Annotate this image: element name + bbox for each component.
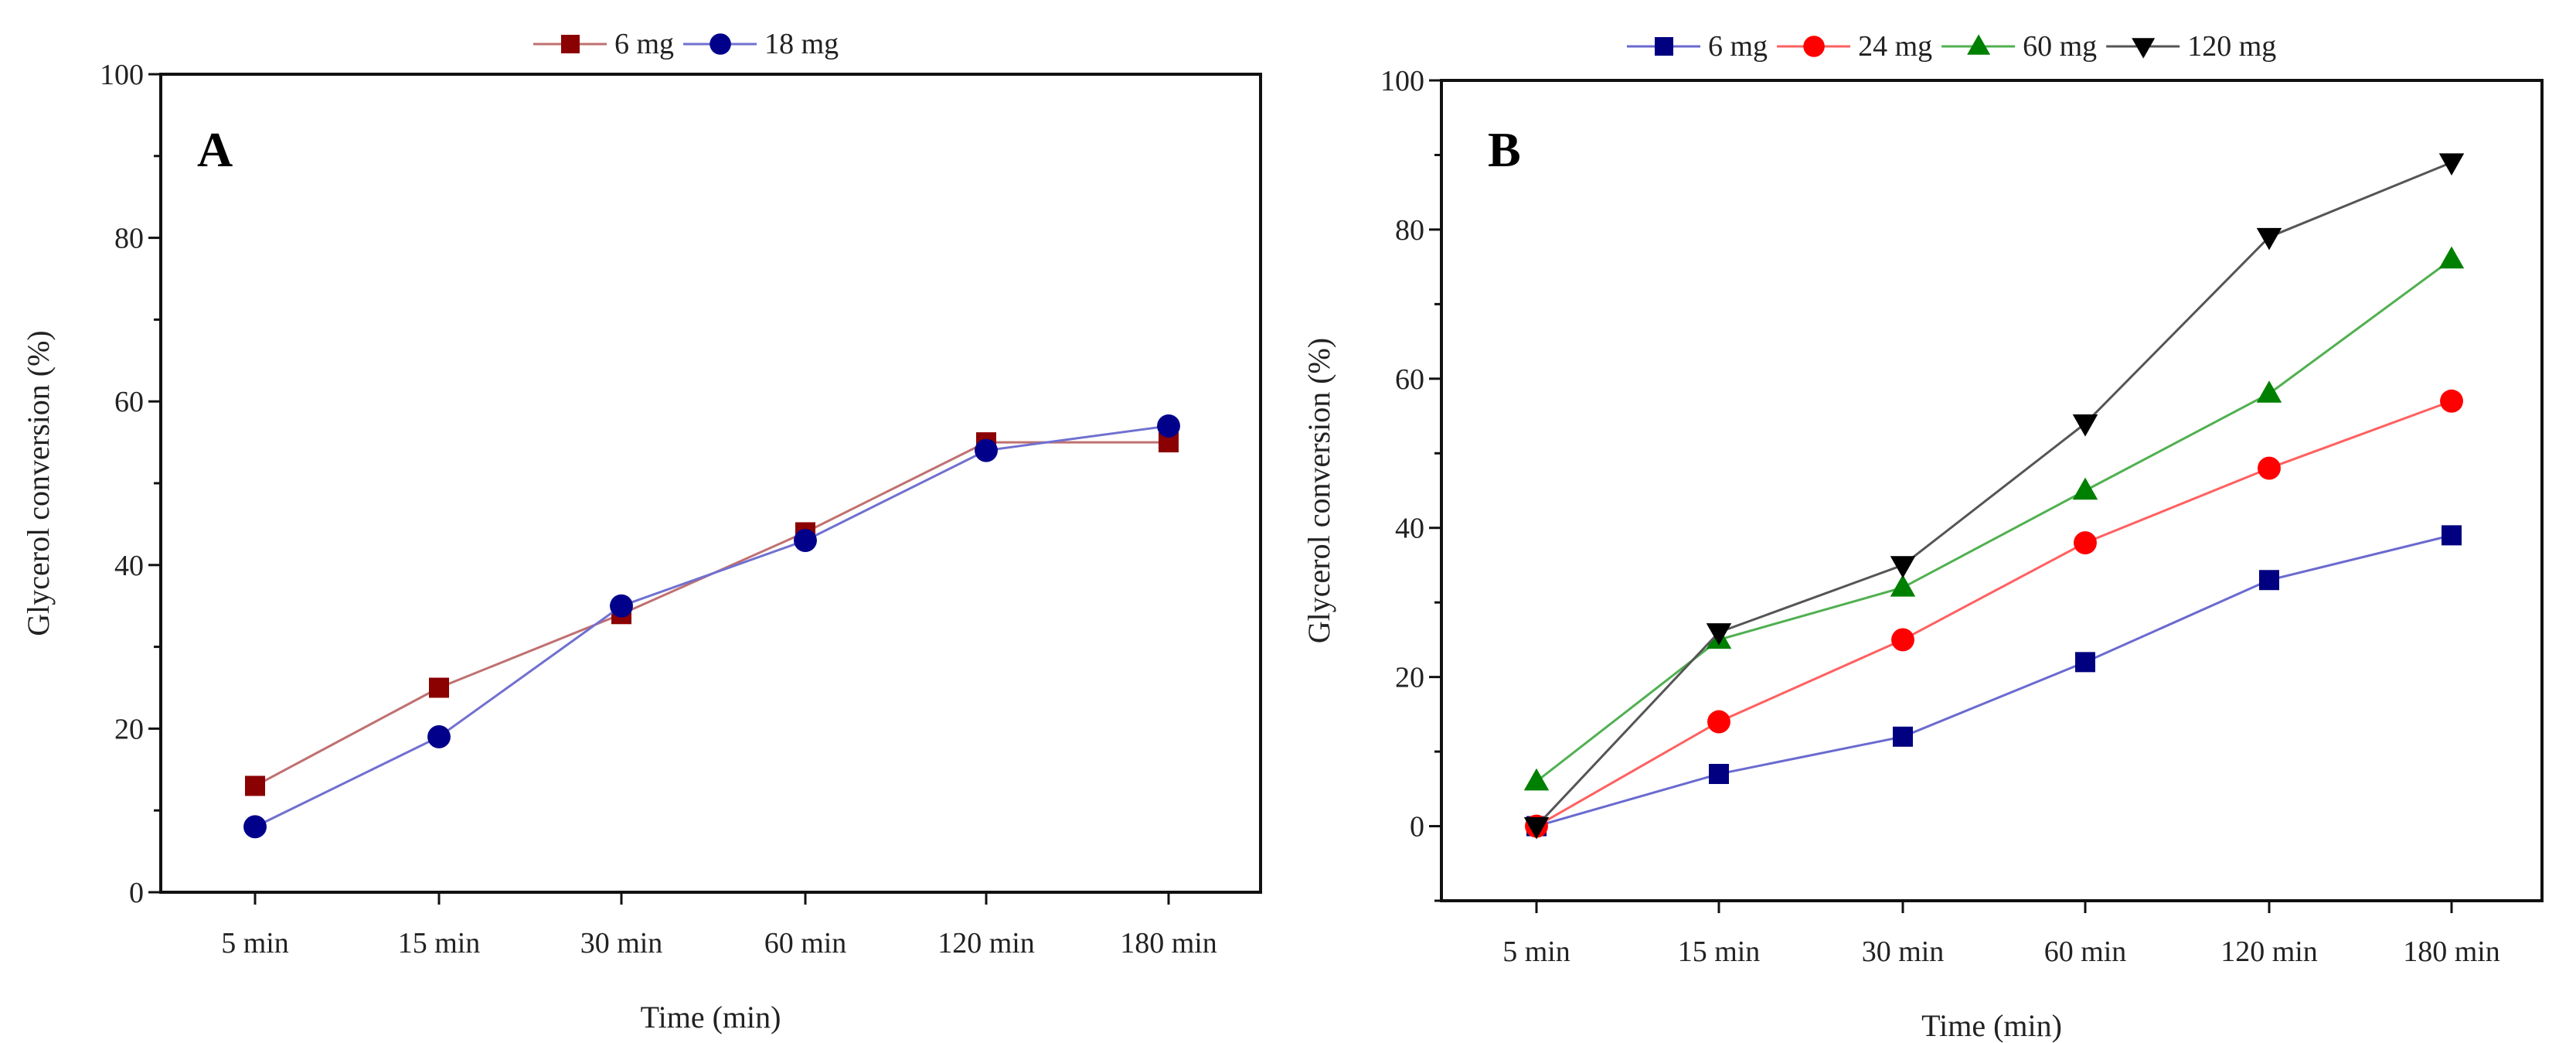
data-point xyxy=(1523,768,1550,791)
data-point xyxy=(1891,628,1914,652)
y-axis-label: Glycerol conversion (%) xyxy=(21,330,56,636)
data-point xyxy=(1893,726,1913,747)
x-tick-label: 60 min xyxy=(2044,936,2127,968)
x-tick-label: 15 min xyxy=(398,927,481,959)
data-point xyxy=(2072,477,2098,500)
y-tick-label: 60 xyxy=(114,386,144,418)
x-tick-label: 30 min xyxy=(1862,936,1945,968)
x-axis-label: Time (min) xyxy=(1921,1008,2062,1043)
data-point xyxy=(2438,153,2465,176)
data-point xyxy=(794,529,817,553)
data-point xyxy=(975,438,998,462)
y-tick-label: 80 xyxy=(1395,214,1424,247)
data-point xyxy=(1890,556,1916,578)
data-point xyxy=(2438,246,2465,269)
series-6-mg xyxy=(245,432,1179,796)
data-point xyxy=(1709,764,1729,785)
y-tick-label: 0 xyxy=(1410,811,1424,844)
data-point xyxy=(245,775,265,796)
data-point xyxy=(1523,816,1550,840)
panel-label: A xyxy=(197,122,233,177)
x-tick-label: 5 min xyxy=(1502,936,1570,968)
series-60-mg xyxy=(1523,246,2465,791)
data-point xyxy=(429,677,449,698)
legend-marker xyxy=(561,35,580,53)
y-axis-label: Glycerol conversion (%) xyxy=(1302,338,1336,643)
x-tick-label: 180 min xyxy=(1120,927,1217,959)
legend-label: 60 mg xyxy=(2023,30,2097,63)
x-tick-label: 120 min xyxy=(938,927,1035,959)
legend-label: 24 mg xyxy=(1858,30,1932,63)
legend-marker xyxy=(1803,36,1825,57)
legend: 6 mg 18 mg xyxy=(533,28,839,60)
legend-label: 120 mg xyxy=(2187,30,2276,63)
data-point xyxy=(2075,652,2095,673)
data-point xyxy=(2256,227,2282,251)
panel-label: B xyxy=(1488,122,1521,177)
plot-frame xyxy=(1440,79,2544,902)
data-point xyxy=(2440,389,2463,413)
y-tick-label: 20 xyxy=(114,713,144,745)
series-line xyxy=(254,424,1169,828)
data-point xyxy=(2074,531,2097,554)
x-tick-label: 180 min xyxy=(2403,936,2500,968)
data-point xyxy=(1890,574,1916,597)
series-120-mg xyxy=(1523,153,2465,840)
series-line xyxy=(1536,258,2452,782)
y-tick-label: 40 xyxy=(114,550,144,582)
data-point xyxy=(243,815,267,839)
legend-label: 18 mg xyxy=(764,28,839,60)
legend-marker xyxy=(710,33,731,55)
series-18-mg xyxy=(243,414,1180,839)
y-tick-label: 60 xyxy=(1395,363,1424,396)
x-tick-label: 15 min xyxy=(1678,936,1761,968)
series-line xyxy=(1535,161,2452,827)
chart-panel-b: 0 20 40 60 80 100 5 min 15 min 30 min 60 min 120 m… xyxy=(1302,30,2544,1043)
data-point xyxy=(2442,525,2462,546)
x-axis-label: Time (min) xyxy=(641,1000,781,1034)
data-point xyxy=(1157,414,1180,438)
data-point xyxy=(2259,570,2279,591)
legend-marker xyxy=(2132,38,2156,59)
data-point xyxy=(427,725,451,748)
legend-marker xyxy=(1967,34,1991,55)
y-tick-label: 20 xyxy=(1395,662,1424,694)
data-point xyxy=(2256,380,2282,403)
data-point xyxy=(610,594,633,618)
data-point xyxy=(2072,414,2098,437)
legend: 6 mg 24 mg 60 mg 120 mg xyxy=(1627,30,2276,63)
x-tick-label: 30 min xyxy=(580,927,663,959)
legend-label: 6 mg xyxy=(1708,30,1768,63)
series-line xyxy=(1536,400,2452,827)
data-point xyxy=(1707,710,1730,734)
y-tick-label: 80 xyxy=(114,223,144,255)
chart-panel-a: 0 20 40 60 80 100 5 min 15 min 30 min 60 min 120 m… xyxy=(21,28,1262,1034)
y-tick-label: 100 xyxy=(100,59,144,91)
series-line xyxy=(1536,533,2452,827)
data-point xyxy=(1706,623,1732,646)
y-tick-label: 40 xyxy=(1395,513,1424,545)
series-line xyxy=(254,441,1169,787)
legend-label: 6 mg xyxy=(614,28,674,60)
x-tick-label: 5 min xyxy=(221,927,289,959)
y-tick-label: 0 xyxy=(129,877,144,909)
data-point xyxy=(2258,456,2281,480)
legend-marker xyxy=(1655,37,1673,56)
x-tick-label: 120 min xyxy=(2220,936,2318,968)
y-tick-label: 100 xyxy=(1380,65,1424,97)
series-24-mg xyxy=(1525,389,2463,838)
plot-frame xyxy=(159,73,1262,894)
x-tick-label: 60 min xyxy=(764,927,847,959)
